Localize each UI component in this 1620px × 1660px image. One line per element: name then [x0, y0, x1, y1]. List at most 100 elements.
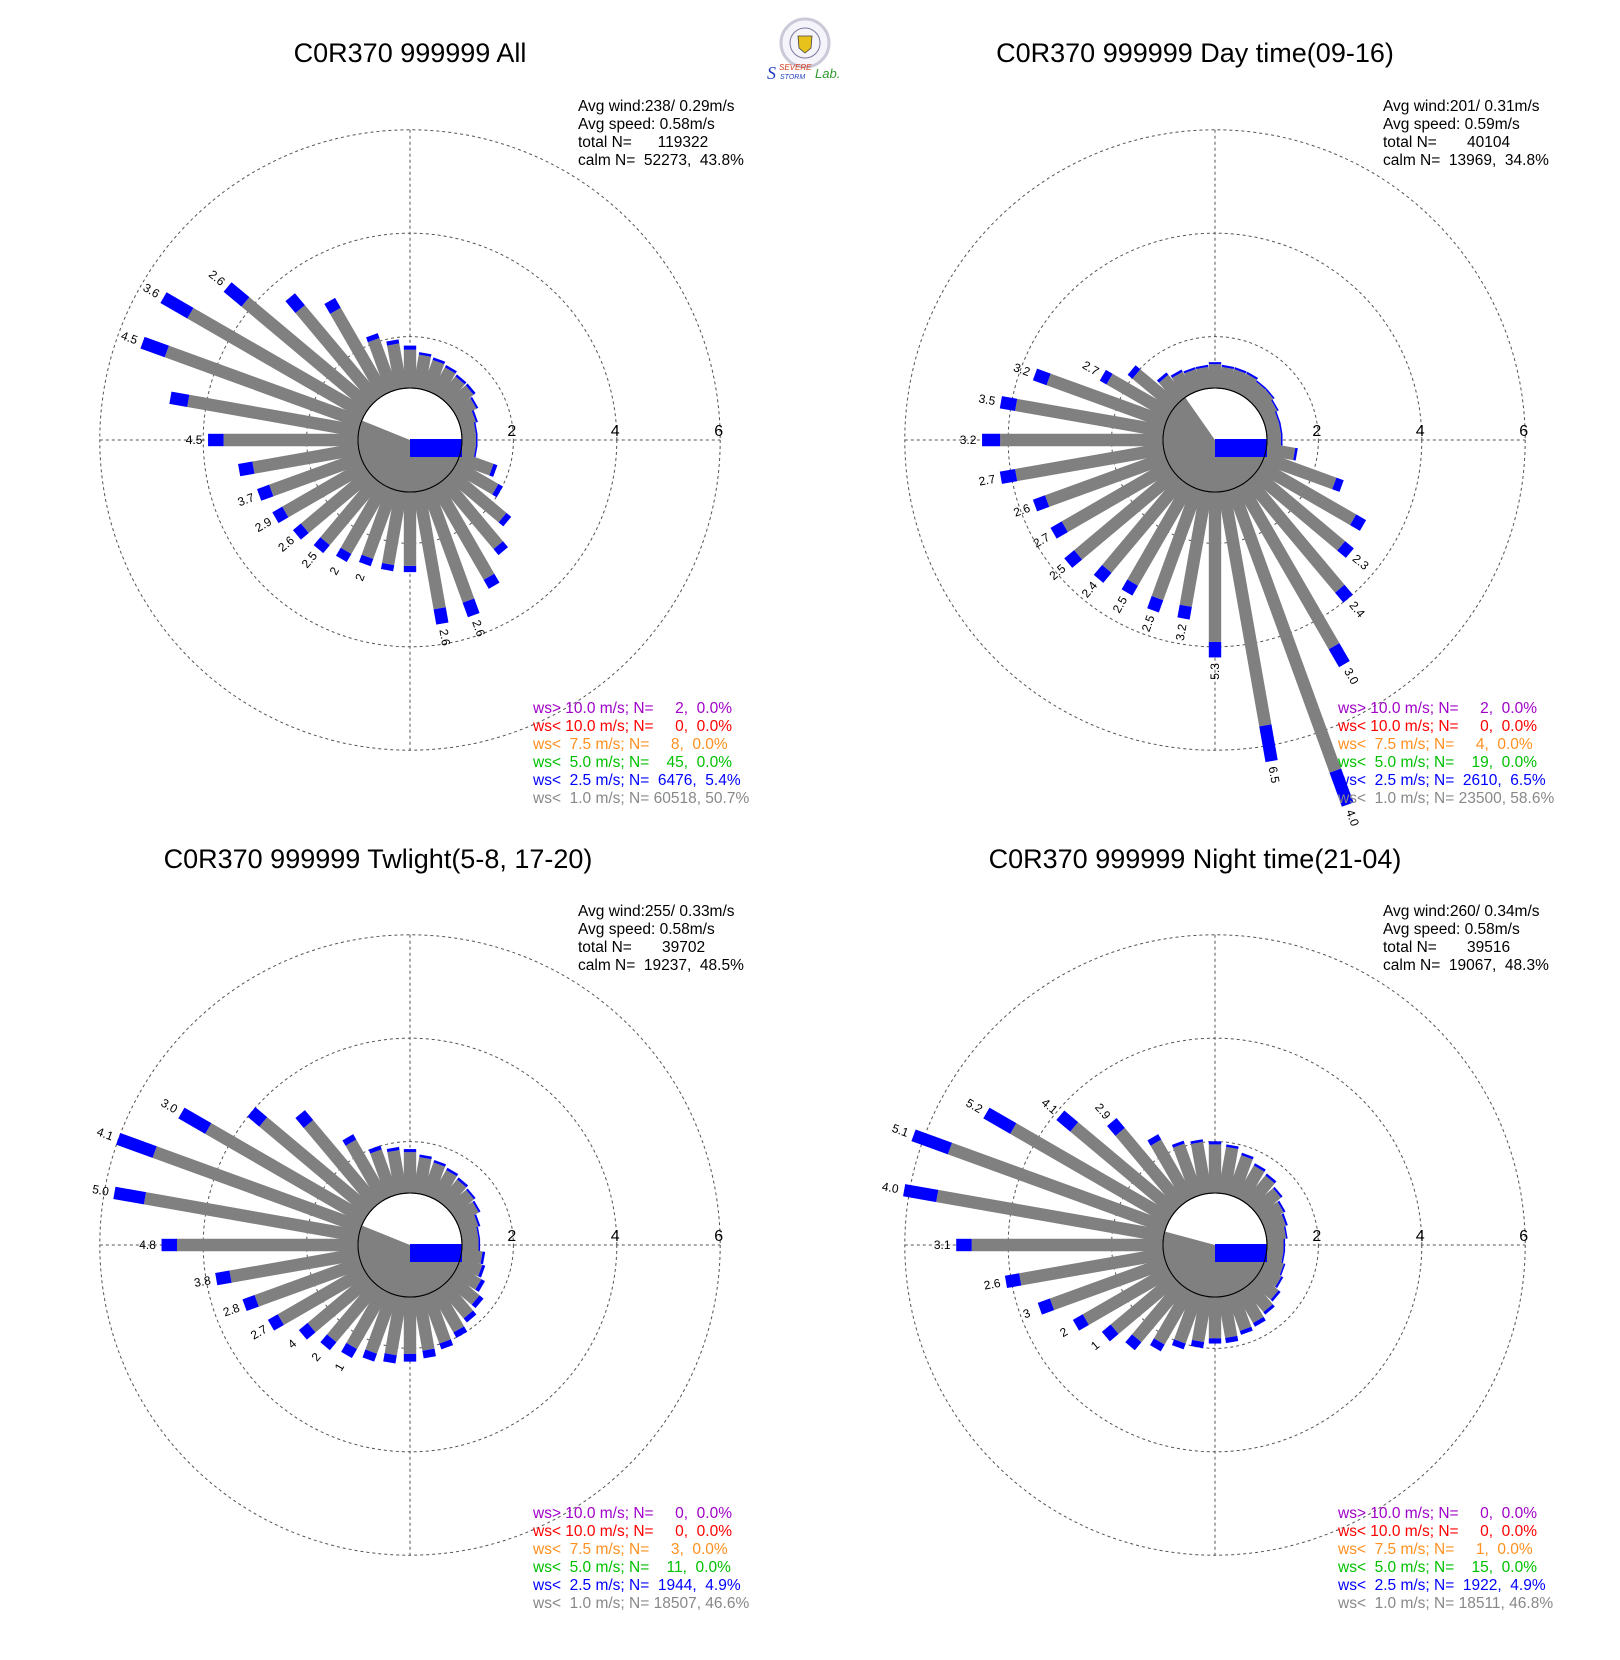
bar-gray-210 — [1127, 481, 1195, 586]
logo-text-severe: SEVERE — [779, 63, 812, 72]
bar-gray-250 — [269, 451, 364, 497]
bar-blue-160 — [1239, 1326, 1253, 1335]
legend-entry: ws> 10.0 m/s; N= 0, 0.0% — [1337, 1505, 1537, 1522]
bar-gray-240 — [282, 460, 369, 518]
bar-blue-350 — [1195, 364, 1209, 369]
bar-blue-240 — [1050, 521, 1068, 539]
bar-gray-90 — [1267, 433, 1281, 447]
bar-blue-230 — [298, 1322, 316, 1340]
bar-blue-70 — [471, 410, 478, 423]
bar-blue-0 — [403, 1149, 417, 1153]
bar-gray-280 — [143, 1192, 360, 1243]
stat-line: total N= 40104 — [1383, 134, 1510, 151]
bar-gray-180 — [1208, 1297, 1222, 1339]
stat-line: total N= 119322 — [578, 134, 708, 151]
bar-blue-270 — [161, 1238, 178, 1252]
bar-gray-340 — [1184, 369, 1204, 394]
bar-blue-30 — [1246, 371, 1259, 380]
bar-gray-200 — [1151, 486, 1204, 601]
logo-s-letter: S — [767, 63, 776, 83]
bar-label: 2.9 — [253, 514, 275, 535]
legend-entry: ws< 7.5 m/s; N= 3, 0.0% — [532, 1541, 728, 1558]
bar-label: 2 — [1057, 1324, 1070, 1340]
bar-blue-200 — [358, 554, 374, 567]
bar-blue-300 — [160, 292, 194, 319]
bar-gray-170 — [412, 1295, 435, 1351]
bar-blue-130 — [1337, 541, 1354, 558]
bar-label: 2.4 — [1346, 598, 1368, 620]
bar-label: 2 — [352, 571, 368, 582]
bar-blue-180 — [403, 1353, 417, 1362]
bar-blue-110 — [489, 463, 498, 477]
bar-gray-330 — [345, 1139, 390, 1204]
bar-blue-130 — [1270, 1290, 1281, 1302]
bar-blue-190 — [383, 1353, 397, 1364]
bar-label: 2.6 — [1012, 501, 1033, 520]
ring-label: 2 — [1312, 423, 1321, 440]
bar-gray-240 — [1082, 1265, 1174, 1325]
bar-gray-50 — [445, 1189, 475, 1217]
bar-blue-220 — [313, 537, 330, 554]
bar-blue-280 — [999, 396, 1018, 412]
bar-blue-20 — [1234, 367, 1247, 374]
bar-gray-210 — [340, 481, 390, 554]
bar-blue-210 — [341, 1342, 358, 1359]
bar-blue-330 — [342, 1134, 357, 1146]
calm-circle-outline — [1162, 387, 1268, 493]
legend-entry: ws< 5.0 m/s; N= 45, 0.0% — [532, 754, 732, 771]
bar-blue-190 — [380, 562, 395, 572]
stat-line: Avg wind:238/ 0.29m/s — [578, 98, 735, 115]
bar-gray-190 — [382, 490, 408, 566]
bar-gray-290 — [152, 1146, 364, 1234]
legend-entry: ws< 10.0 m/s; N= 0, 0.0% — [532, 718, 732, 735]
bar-blue-170 — [433, 607, 449, 625]
bar-label: 5.2 — [964, 1096, 986, 1117]
ring-label: 6 — [1519, 423, 1528, 440]
bar-blue-180 — [403, 565, 417, 573]
bar-gray-160 — [421, 1291, 451, 1344]
bar-blue-140 — [1335, 584, 1353, 603]
bar-label: 4 — [285, 1336, 299, 1351]
bar-label: 4.8 — [139, 1238, 156, 1252]
legend-entry: ws< 7.5 m/s; N= 8, 0.0% — [532, 736, 728, 753]
bar-blue-170 — [422, 1348, 436, 1359]
bar-gray-290 — [1046, 373, 1169, 429]
bar-blue-300 — [1099, 369, 1113, 385]
bar-gray-170 — [1217, 490, 1272, 727]
bar-gray-130 — [1250, 1273, 1279, 1300]
bar-blue-130 — [498, 512, 512, 527]
bar-blue-290 — [116, 1132, 157, 1158]
bar-blue-90 — [478, 1238, 481, 1252]
bar-blue-220 — [1093, 564, 1112, 583]
legend-entry: ws< 10.0 m/s; N= 0, 0.0% — [1337, 1523, 1537, 1540]
bar-gray-200 — [1174, 1291, 1204, 1344]
bar-blue-180 — [1208, 1338, 1222, 1344]
bar-blue-300 — [178, 1107, 212, 1134]
bar-blue-240 — [1072, 1314, 1089, 1331]
ring-label: 2 — [1312, 1228, 1321, 1245]
bar-blue-340 — [366, 333, 380, 343]
bar-gray-60 — [451, 398, 477, 420]
ring-label: 6 — [1519, 1228, 1528, 1245]
bar-gray-270 — [223, 433, 358, 447]
bar-gray-320 — [1158, 374, 1187, 405]
bar-blue-320 — [1156, 372, 1169, 383]
bar-label: 4.0 — [1343, 808, 1362, 829]
bar-blue-330 — [1147, 1134, 1162, 1146]
bar-blue-60 — [472, 1200, 481, 1213]
bar-gray-300 — [205, 1123, 369, 1225]
bar-blue-120 — [475, 1279, 485, 1292]
bar-blue-170 — [1259, 724, 1278, 763]
lab-logo: S SEVERE STORM Lab. — [767, 17, 840, 83]
ring-label: 6 — [714, 423, 723, 440]
stat-line: total N= 39702 — [578, 939, 705, 956]
bar-gray-150 — [1235, 1286, 1264, 1324]
bar-label: 2.6 — [983, 1276, 1002, 1293]
bar-blue-60 — [470, 396, 479, 409]
bar-blue-100 — [1281, 1250, 1286, 1264]
bar-gray-60 — [1256, 400, 1278, 420]
bar-gray-50 — [445, 385, 474, 412]
bar-blue-70 — [1281, 1213, 1288, 1226]
